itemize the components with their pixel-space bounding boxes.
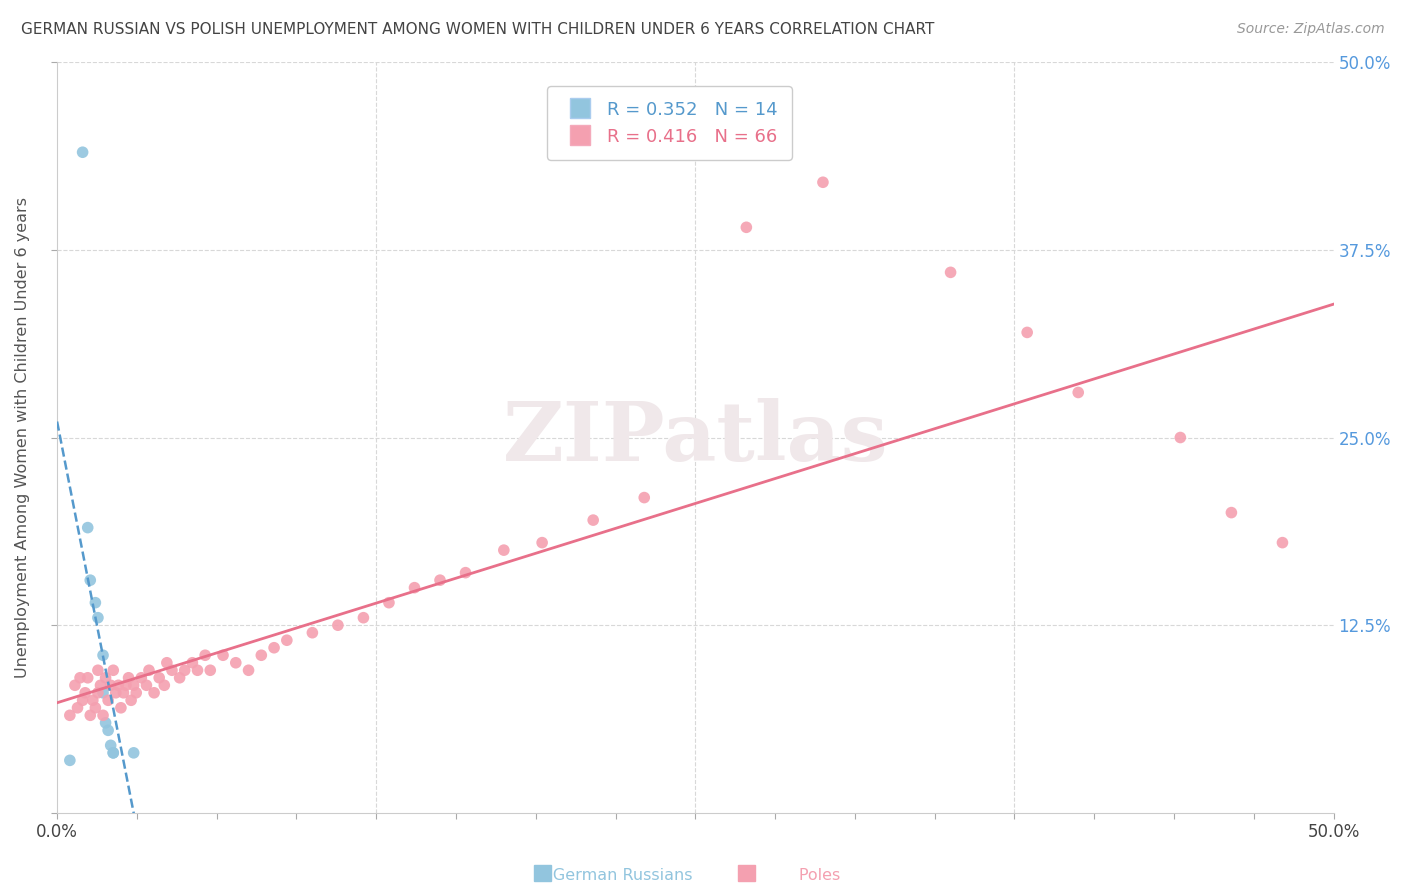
Point — [122, 678, 145, 692]
Point — [454, 566, 477, 580]
Point — [117, 671, 139, 685]
Point — [82, 693, 104, 707]
Point — [138, 663, 160, 677]
Point — [404, 581, 426, 595]
Point — [212, 648, 235, 663]
Text: ZIPatlas: ZIPatlas — [502, 398, 889, 477]
Point — [238, 663, 260, 677]
Point — [122, 746, 145, 760]
Point — [84, 700, 107, 714]
Point — [115, 678, 138, 692]
Point — [72, 693, 94, 707]
Point — [1220, 506, 1243, 520]
Point — [104, 686, 127, 700]
Point — [87, 686, 110, 700]
Point — [135, 678, 157, 692]
Point — [94, 671, 117, 685]
Point — [326, 618, 349, 632]
Point — [72, 145, 94, 160]
Point — [97, 723, 120, 738]
Point — [91, 686, 114, 700]
Point — [103, 746, 125, 760]
Point — [186, 663, 208, 677]
Point — [939, 265, 962, 279]
Point — [66, 700, 89, 714]
Text: Poles: Poles — [763, 868, 839, 883]
Point — [120, 693, 142, 707]
Point — [263, 640, 285, 655]
Point — [75, 686, 97, 700]
Point — [160, 663, 183, 677]
Point — [100, 739, 122, 753]
Point — [582, 513, 605, 527]
Text: German Russians: German Russians — [517, 868, 692, 883]
Point — [84, 596, 107, 610]
Point — [79, 708, 101, 723]
Point — [91, 708, 114, 723]
Point — [181, 656, 204, 670]
Legend: R = 0.352   N = 14, R = 0.416   N = 66: R = 0.352 N = 14, R = 0.416 N = 66 — [547, 87, 792, 160]
Point — [153, 678, 176, 692]
Point — [148, 671, 170, 685]
Point — [735, 220, 758, 235]
Point — [633, 491, 655, 505]
Point — [94, 715, 117, 730]
Point — [492, 543, 515, 558]
Point — [1271, 535, 1294, 549]
Point — [1017, 326, 1039, 340]
Point — [250, 648, 273, 663]
Point — [276, 633, 298, 648]
Point — [143, 686, 166, 700]
Point — [87, 663, 110, 677]
Text: GERMAN RUSSIAN VS POLISH UNEMPLOYMENT AMONG WOMEN WITH CHILDREN UNDER 6 YEARS CO: GERMAN RUSSIAN VS POLISH UNEMPLOYMENT AM… — [21, 22, 935, 37]
Point — [169, 671, 191, 685]
Point — [173, 663, 195, 677]
Point — [100, 678, 122, 692]
Point — [352, 610, 374, 624]
Point — [103, 663, 125, 677]
Point — [107, 678, 129, 692]
Point — [156, 656, 179, 670]
Point — [429, 573, 451, 587]
Point — [69, 671, 91, 685]
Point — [225, 656, 247, 670]
Point — [76, 671, 98, 685]
Point — [59, 708, 82, 723]
Point — [112, 686, 135, 700]
Point — [63, 678, 86, 692]
Point — [194, 648, 217, 663]
Point — [89, 678, 111, 692]
Point — [200, 663, 222, 677]
Point — [531, 535, 554, 549]
Point — [1067, 385, 1090, 400]
Point — [110, 700, 132, 714]
Text: Source: ZipAtlas.com: Source: ZipAtlas.com — [1237, 22, 1385, 37]
Point — [91, 648, 114, 663]
Point — [76, 520, 98, 534]
Point — [131, 671, 153, 685]
Point — [103, 746, 125, 760]
Y-axis label: Unemployment Among Women with Children Under 6 years: Unemployment Among Women with Children U… — [15, 197, 30, 678]
Point — [87, 610, 110, 624]
Point — [301, 625, 323, 640]
Point — [811, 175, 834, 189]
Point — [79, 573, 101, 587]
Point — [378, 596, 401, 610]
Point — [59, 753, 82, 767]
Point — [97, 693, 120, 707]
Point — [125, 686, 148, 700]
Point — [1170, 430, 1192, 444]
